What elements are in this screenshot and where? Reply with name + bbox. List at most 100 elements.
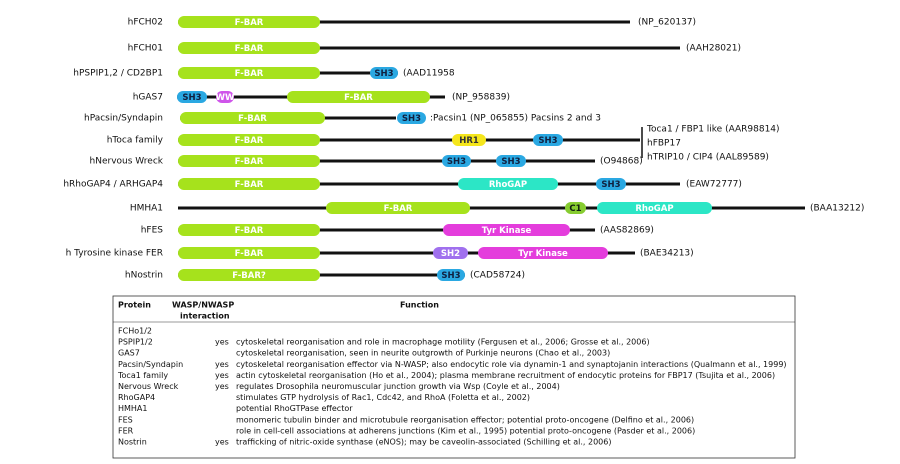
domain-label: SH2 [441, 249, 460, 259]
cell-interaction: yes [215, 371, 229, 380]
cell-protein: HMHA1 [118, 404, 148, 413]
header: Function [400, 301, 439, 310]
domain [565, 202, 586, 214]
accession: (AAS82869) [600, 226, 654, 236]
domain-label: F-BAR [235, 18, 264, 28]
accession: (BAE34213) [640, 249, 694, 259]
domain [178, 67, 320, 79]
cell-protein: Toca1 family [117, 371, 168, 380]
domain [178, 247, 320, 259]
domain-label: HR1 [459, 136, 479, 146]
accession: (NP_620137) [638, 18, 696, 28]
accession: (EAW72777) [686, 180, 742, 190]
domain-label: RhoGAP [489, 180, 527, 190]
cell-protein: FER [118, 426, 134, 435]
protein-name: hNervous Wreck [90, 157, 164, 167]
cell-interaction: yes [215, 438, 229, 447]
domain [597, 202, 712, 214]
domain-label: WW [216, 93, 235, 103]
domain-label: RhoGAP [635, 204, 673, 214]
accession: :Pacsin1 (NP_065855) Pacsins 2 and 3 [430, 114, 601, 124]
domain-label: F-BAR? [232, 271, 266, 281]
domain [443, 224, 570, 236]
domain [178, 155, 320, 167]
table-border [112, 295, 796, 459]
domain [397, 112, 426, 124]
domain-label: SH3 [441, 271, 460, 281]
cell-protein: FES [118, 415, 133, 424]
domain-label: SH3 [402, 114, 421, 124]
domain [216, 91, 234, 103]
domain [437, 269, 465, 281]
domain-label: F-BAR [235, 249, 264, 259]
domain [177, 91, 207, 103]
domain [178, 224, 320, 236]
domain [433, 247, 468, 259]
domain [478, 247, 608, 259]
cell-function: potential RhoGTPase effector [236, 404, 353, 413]
protein-name: hPSPIP1,2 / CD2BP1 [73, 69, 163, 79]
domain-label: F-BAR [235, 157, 264, 167]
cell-function: regulates Drosophila neuromuscular junct… [236, 382, 560, 391]
table-header: Protein WASP/NWASP interaction Function [118, 301, 439, 321]
protein-name: hGAS7 [133, 93, 163, 103]
accession: (AAH28021) [686, 44, 741, 54]
domain [178, 269, 320, 281]
cell-protein: FCHo1/2 [118, 327, 152, 336]
cell-protein: Nostrin [118, 438, 147, 447]
protein-name: HMHA1 [130, 204, 163, 214]
cell-function: cytoskeletal reorganisation effector via… [236, 360, 787, 369]
domain [458, 178, 558, 190]
domain [370, 67, 398, 79]
domain [596, 178, 626, 190]
domain-label: F-BAR [235, 44, 264, 54]
domain-label: F-BAR [344, 93, 373, 103]
accession: (AAD11958 [403, 69, 455, 79]
domain [178, 178, 320, 190]
domain [178, 16, 320, 28]
protein-name: hFES [141, 226, 164, 236]
cell-function: cytoskeletal reorganisation, seen in neu… [236, 349, 610, 358]
accession: (O94868) [600, 157, 643, 167]
domain-label: SH3 [182, 93, 201, 103]
cell-function: actin cytoskeletal reorganisation (Ho et… [236, 371, 775, 380]
annotation: Toca1 / FBP1 like (AAR98814) [646, 125, 780, 135]
domain-label: Tyr Kinase [518, 249, 568, 259]
domain-label: F-BAR [238, 114, 267, 124]
domain-label: F-BAR [235, 136, 264, 146]
cell-protein: Nervous Wreck [118, 382, 179, 391]
domain-label: SH3 [538, 136, 557, 146]
domain [452, 134, 486, 146]
cell-function: stimulates GTP hydrolysis of Rac1, Cdc42… [236, 393, 530, 402]
domain-label: F-BAR [235, 69, 264, 79]
domain [178, 42, 320, 54]
domain [496, 155, 526, 167]
accession: (NP_958839) [452, 93, 510, 103]
domain-label: SH3 [501, 157, 520, 167]
domain-label: SH3 [374, 69, 393, 79]
header: WASP/NWASP [172, 301, 234, 310]
domain [287, 91, 430, 103]
domain-label: F-BAR [235, 226, 264, 236]
cell-function: cytoskeletal reorganisation and role in … [236, 338, 650, 347]
cell-function: role in cell-cell associations at adhere… [236, 426, 695, 435]
annotation: hFBP17 [647, 139, 681, 149]
protein-name: hNostrin [125, 271, 163, 281]
header: Protein [118, 301, 151, 310]
cell-interaction: yes [215, 382, 229, 391]
cell-function: trafficking of nitric-oxide synthase (eN… [236, 438, 611, 447]
domain [326, 202, 470, 214]
domain [178, 134, 320, 146]
cell-function: monomeric tubulin binder and microtubule… [236, 415, 694, 424]
domain-label: F-BAR [235, 180, 264, 190]
domain [442, 155, 471, 167]
domain-label: F-BAR [384, 204, 413, 214]
cell-protein: PSPIP1/2 [118, 338, 153, 347]
header: interaction [180, 312, 230, 321]
domain-label: SH3 [601, 180, 620, 190]
cell-interaction: yes [215, 360, 229, 369]
protein-name: hRhoGAP4 / ARHGAP4 [63, 180, 163, 190]
protein-name: hToca family [107, 136, 164, 146]
cell-protein: RhoGAP4 [118, 393, 155, 402]
